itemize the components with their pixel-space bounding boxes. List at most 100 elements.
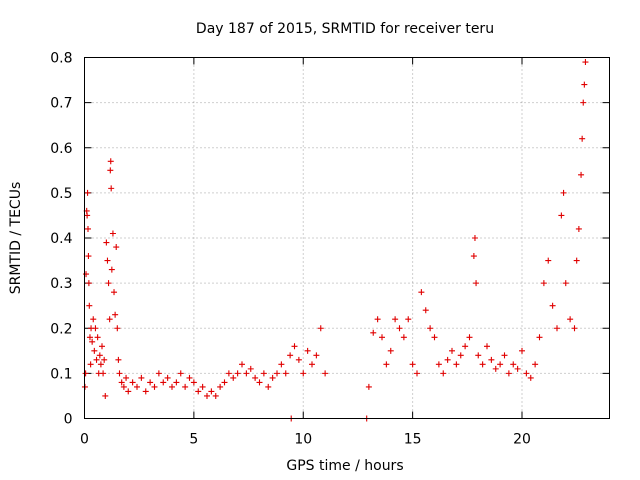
- data-point: [230, 374, 237, 381]
- data-point: [186, 374, 193, 381]
- data-point: [199, 383, 206, 390]
- data-point: [113, 244, 120, 251]
- data-point: [86, 334, 93, 341]
- data-point: [383, 361, 390, 368]
- data-point: [97, 361, 104, 368]
- data-point: [82, 370, 89, 377]
- data-point: [453, 361, 460, 368]
- y-tick-label: 0.2: [50, 321, 72, 337]
- y-tick-label: 0.6: [50, 141, 72, 157]
- x-tick-label: 15: [404, 432, 422, 448]
- data-point: [549, 302, 556, 309]
- data-point: [488, 356, 495, 363]
- data-point: [252, 374, 259, 381]
- data-point: [575, 225, 582, 232]
- data-point: [108, 266, 115, 273]
- data-point: [84, 212, 91, 219]
- data-point: [104, 257, 111, 264]
- data-point: [102, 392, 109, 399]
- data-point: [497, 361, 504, 368]
- data-point: [581, 81, 588, 88]
- data-point: [239, 361, 245, 368]
- data-point: [304, 347, 311, 354]
- data-point: [160, 379, 167, 386]
- data-point: [300, 370, 307, 377]
- tick-marks: [84, 57, 610, 419]
- data-point: [190, 379, 197, 386]
- data-point: [89, 338, 96, 345]
- data-point: [444, 356, 451, 363]
- data-point: [105, 280, 112, 287]
- y-tick-label: 0: [64, 412, 73, 428]
- y-tick-label: 0.5: [50, 186, 72, 202]
- data-point: [540, 280, 547, 287]
- data-point: [579, 135, 586, 142]
- data-point: [125, 388, 132, 395]
- data-point: [370, 329, 377, 336]
- data-point: [115, 356, 122, 363]
- data-point: [484, 343, 490, 350]
- y-tick-label: 0.3: [50, 276, 72, 292]
- x-tick-label: 10: [294, 432, 312, 448]
- data-point: [260, 370, 267, 377]
- data-point: [217, 383, 224, 390]
- data-point: [440, 370, 447, 377]
- data-point: [449, 347, 455, 354]
- data-point: [109, 230, 116, 237]
- data-point: [374, 316, 381, 323]
- data-point: [470, 253, 477, 260]
- data-point: [573, 257, 580, 264]
- data-point: [400, 334, 407, 341]
- data-point: [317, 325, 324, 332]
- data-point: [527, 374, 534, 381]
- data-point: [514, 365, 521, 372]
- data-point: [129, 379, 136, 386]
- data-point: [234, 370, 241, 377]
- data-point: [558, 212, 565, 219]
- data-point: [87, 361, 94, 368]
- data-point: [431, 334, 438, 341]
- data-point: [462, 343, 469, 350]
- data-point: [379, 334, 385, 341]
- data-point: [204, 392, 210, 399]
- y-tick-labels: 0 0.1 0.2 0.3 0.4 0.5 0.6 0.7 0.8: [50, 51, 72, 428]
- data-point: [182, 383, 189, 390]
- data-point: [92, 325, 99, 332]
- data-point: [435, 361, 442, 368]
- data-point: [85, 280, 92, 287]
- data-point: [269, 374, 276, 381]
- data-point: [287, 352, 294, 359]
- data-point: [492, 365, 499, 372]
- data-point: [91, 347, 98, 354]
- data-point: [545, 257, 552, 264]
- data-point: [274, 370, 280, 377]
- x-tick-label: 5: [189, 432, 198, 448]
- data-point: [151, 383, 158, 390]
- data-point: [278, 361, 285, 368]
- data-point: [103, 239, 110, 246]
- data-points: [81, 59, 589, 422]
- data-point: [85, 253, 92, 260]
- data-point: [418, 289, 425, 296]
- data-point: [396, 325, 403, 332]
- plot-frame: [84, 57, 610, 419]
- data-point: [108, 185, 115, 192]
- x-axis-label: GPS time / hours: [286, 458, 403, 474]
- data-point: [505, 370, 512, 377]
- x-tick-labels: 0 5 10 15 20: [80, 432, 531, 448]
- data-point: [501, 352, 508, 359]
- data-point: [112, 311, 119, 318]
- data-point: [169, 383, 175, 390]
- y-tick-label: 0.7: [50, 96, 72, 112]
- data-point: [322, 370, 329, 377]
- data-point: [142, 388, 149, 395]
- data-point: [295, 356, 302, 363]
- data-point: [177, 370, 184, 377]
- data-point: [427, 325, 434, 332]
- gridlines: [84, 57, 610, 419]
- data-point: [567, 316, 574, 323]
- data-point: [243, 370, 250, 377]
- data-point: [111, 289, 118, 296]
- data-point: [134, 383, 140, 390]
- data-point: [208, 388, 215, 395]
